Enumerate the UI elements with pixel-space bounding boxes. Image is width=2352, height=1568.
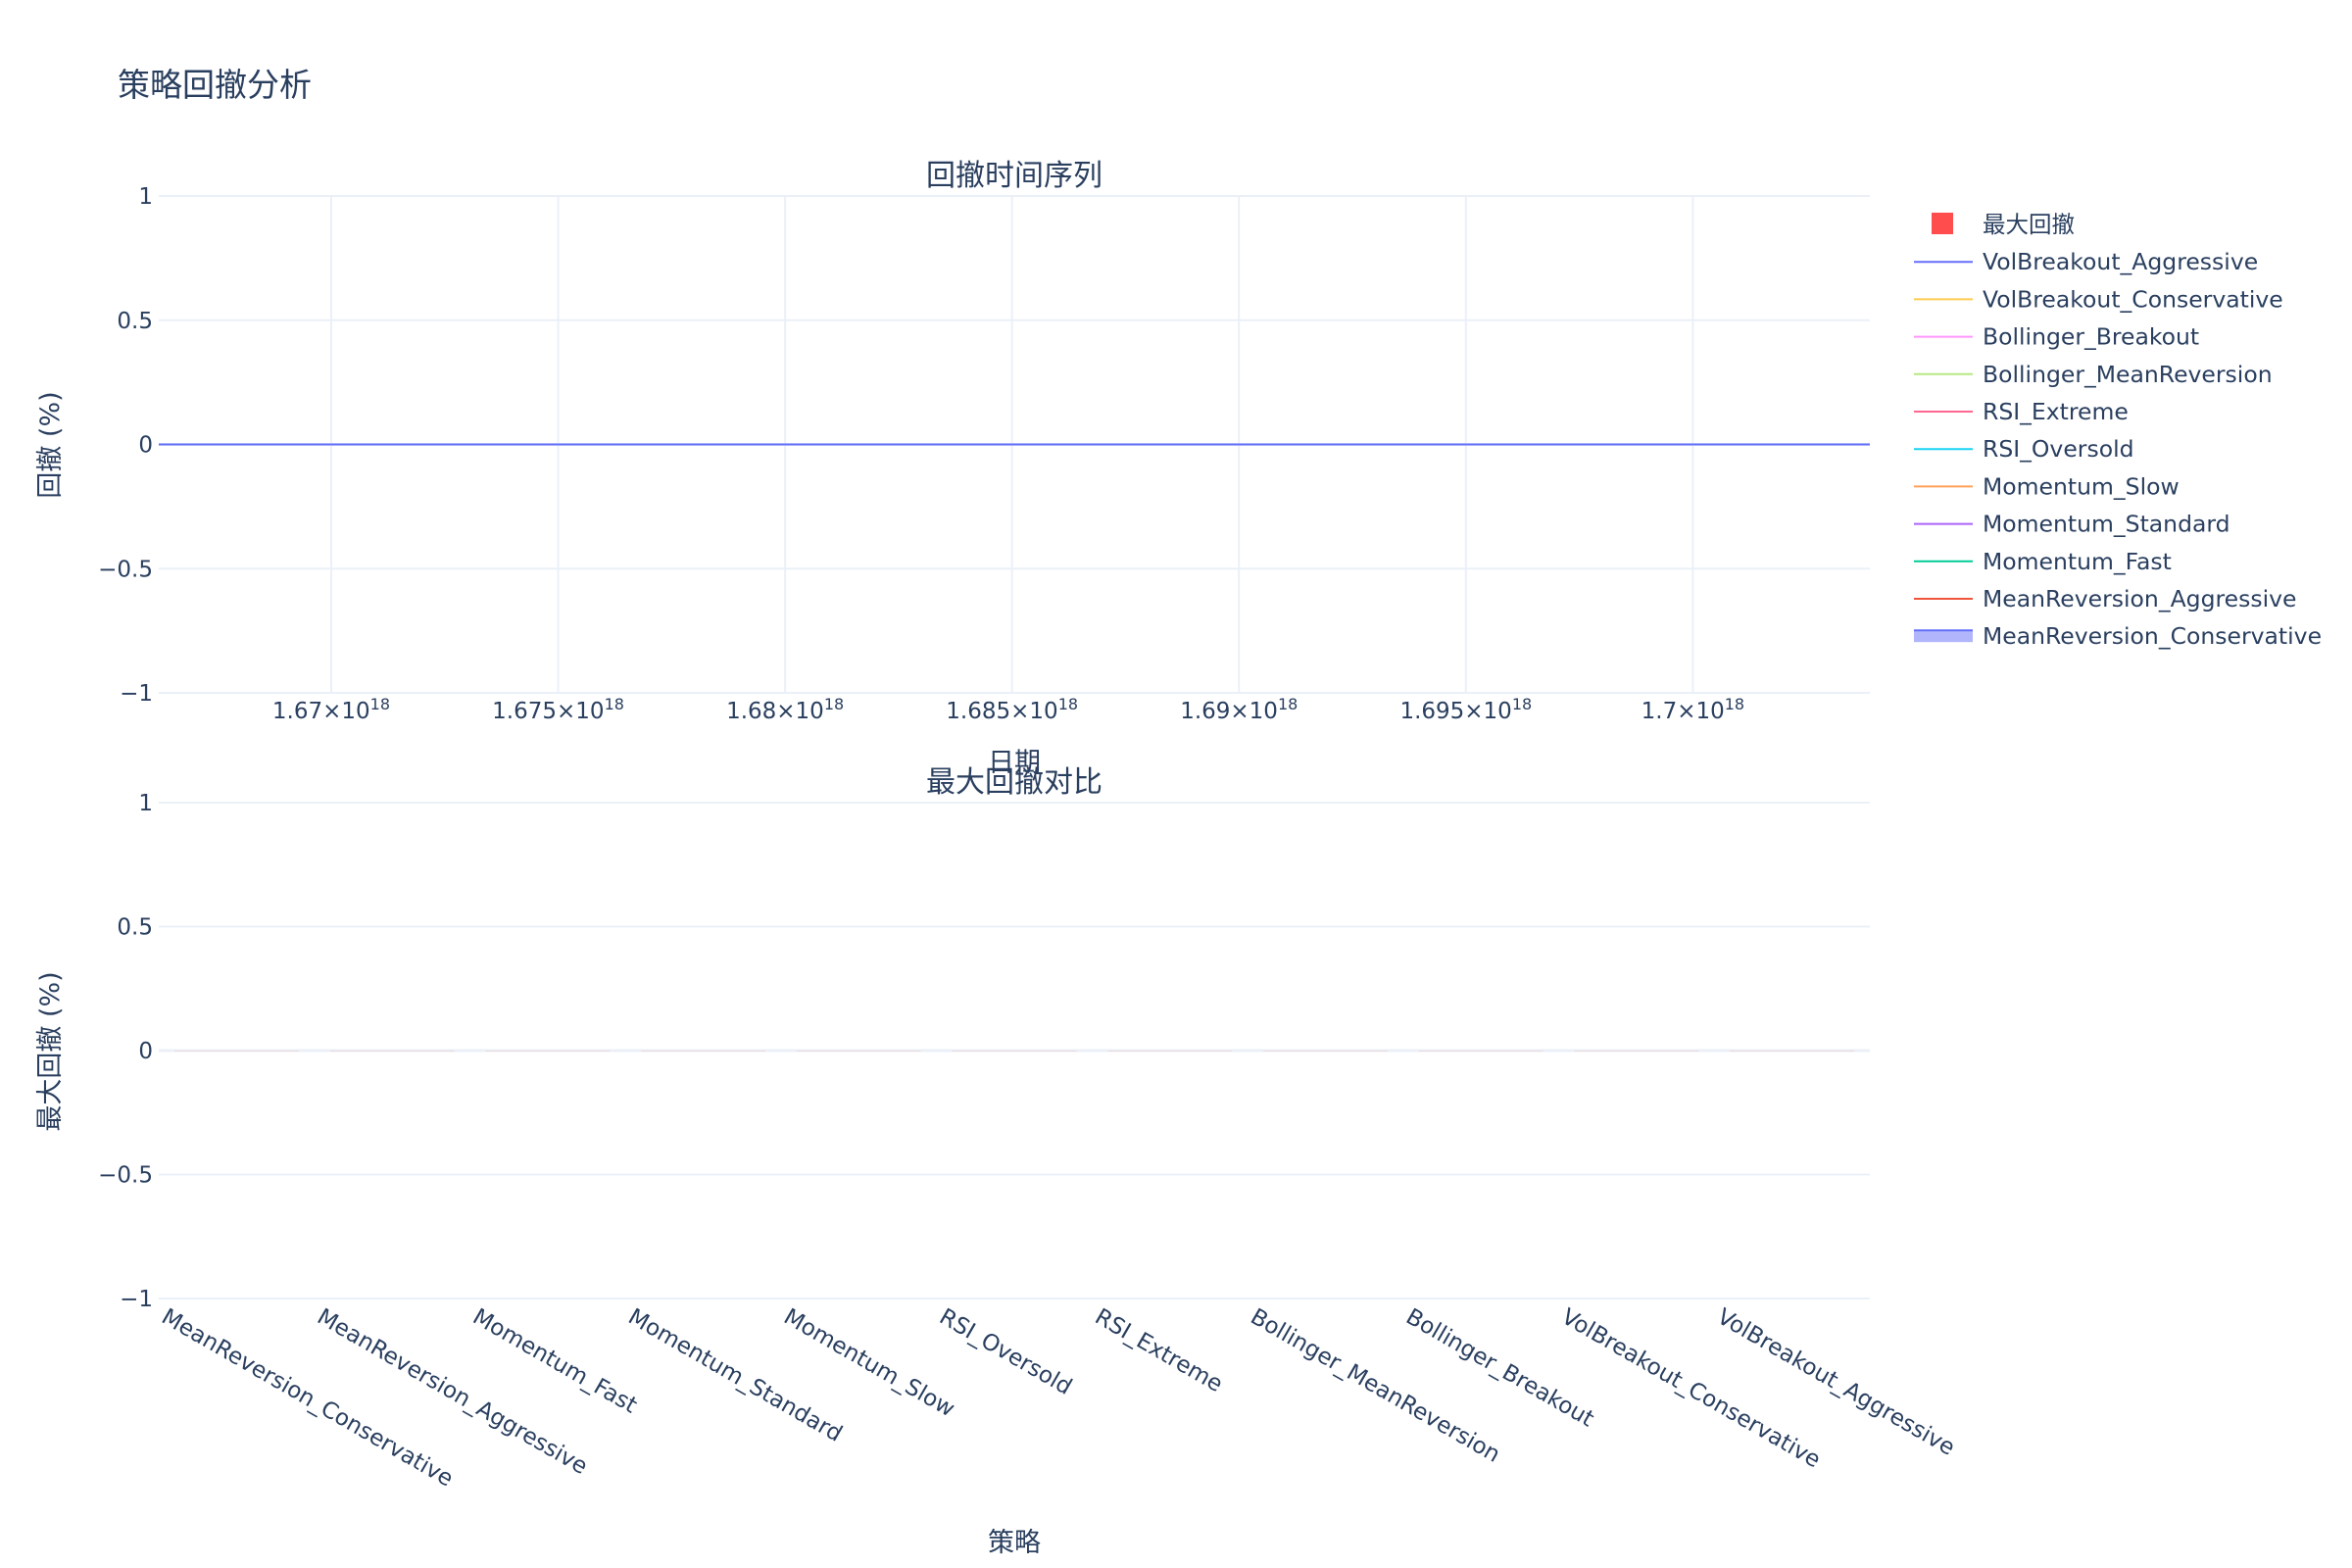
legend-item-VolBreakout_Aggressive[interactable]: VolBreakout_Aggressive <box>1914 248 2258 275</box>
bar-RSI_Extreme[interactable] <box>1107 1051 1233 1052</box>
legend-item-RSI_Oversold[interactable]: RSI_Oversold <box>1914 435 2134 463</box>
bottom-x-tick-label: VolBreakout_Conservative <box>1557 1304 1825 1474</box>
bar-Bollinger_Breakout[interactable] <box>1418 1051 1544 1052</box>
bottom-subplot-title: 最大回撤对比 <box>926 765 1102 800</box>
top-y-tick-label: −0.5 <box>98 557 153 582</box>
bottom-subplot: 1 0.5 0 −0.5 −1 MeanReversion_ConservativeMe… <box>35 765 1959 1558</box>
top-x-tick-label: 1.68×1018 <box>726 695 844 724</box>
bar-Bollinger_MeanReversion[interactable] <box>1262 1051 1388 1052</box>
bottom-y-tick-label: 1 <box>138 791 153 816</box>
legend-swatch <box>1914 630 1973 643</box>
legend-item-MeanReversion_Aggressive[interactable]: MeanReversion_Aggressive <box>1914 585 2296 612</box>
bar-MeanReversion_Conservative[interactable] <box>173 1051 299 1052</box>
legend-label: Bollinger_MeanReversion <box>1983 361 2273 388</box>
legend-item-Bollinger_Breakout[interactable]: Bollinger_Breakout <box>1914 323 2199 351</box>
top-x-axis-title: 日期 <box>988 748 1041 778</box>
bar-VolBreakout_Conservative[interactable] <box>1574 1051 1699 1052</box>
legend-item-VolBreakout_Conservative[interactable]: VolBreakout_Conservative <box>1914 285 2283 313</box>
bar-Momentum_Standard[interactable] <box>641 1051 766 1052</box>
top-x-tick-label: 1.67×1018 <box>272 695 390 724</box>
legend-label: RSI_Oversold <box>1983 435 2134 463</box>
legend-label: Momentum_Standard <box>1983 511 2230 538</box>
legend-swatch <box>1932 213 1953 234</box>
legend-label: Bollinger_Breakout <box>1983 323 2199 351</box>
legend-label: RSI_Extreme <box>1983 398 2129 425</box>
top-x-tick-label: 1.695×1018 <box>1399 695 1532 724</box>
bar-RSI_Oversold[interactable] <box>952 1051 1077 1052</box>
top-y-tick-label: 1 <box>138 184 153 210</box>
top-x-tick-label: 1.675×1018 <box>492 695 624 724</box>
bottom-x-tick-labels: MeanReversion_ConservativeMeanReversion_… <box>157 1304 1959 1493</box>
top-y-tick-labels: 1 0.5 0 −0.5 −1 <box>98 184 153 707</box>
top-y-tick-label: −1 <box>120 681 153 707</box>
bottom-x-tick-label: VolBreakout_Aggressive <box>1713 1304 1959 1461</box>
bottom-y-tick-label: 0 <box>138 1039 153 1064</box>
top-x-tick-label: 1.69×1018 <box>1180 695 1298 724</box>
bottom-bars <box>173 1051 1855 1052</box>
top-subplot: 1 0.5 0 −0.5 −1 1.67×1018 1.675×1018 1.68×1018… <box>35 159 1870 778</box>
top-x-tick-labels: 1.67×1018 1.675×1018 1.68×1018 1.685×1018 1.… <box>272 695 1744 724</box>
bottom-y-tick-labels: 1 0.5 0 −0.5 −1 <box>98 791 153 1312</box>
bottom-y-axis-title: 最大回撤 (%) <box>35 971 66 1131</box>
legend[interactable]: 最大回撤 VolBreakout_Aggressive VolBreakout_Co… <box>1914 211 2322 650</box>
legend-label: Momentum_Fast <box>1983 548 2172 575</box>
bar-Momentum_Fast[interactable] <box>485 1051 611 1052</box>
legend-item-Bollinger_MeanReversion[interactable]: Bollinger_MeanReversion <box>1914 361 2273 388</box>
top-x-tick-label: 1.685×1018 <box>946 695 1078 724</box>
bottom-x-tick-label: RSI_Extreme <box>1091 1304 1227 1397</box>
legend-item-MeanReversion_Conservative[interactable]: MeanReversion_Conservative <box>1914 622 2322 650</box>
bottom-x-tick-label: MeanReversion_Aggressive <box>313 1304 592 1480</box>
top-subplot-title: 回撤时间序列 <box>926 159 1102 193</box>
bottom-x-tick-label: RSI_Oversold <box>935 1304 1076 1400</box>
bottom-y-tick-label: −1 <box>120 1287 153 1312</box>
bottom-x-tick-label: MeanReversion_Conservative <box>157 1304 457 1493</box>
bar-MeanReversion_Aggressive[interactable] <box>329 1051 455 1052</box>
top-x-tick-label: 1.7×1018 <box>1642 695 1744 724</box>
top-y-axis-title: 回撤 (%) <box>35 391 66 498</box>
legend-item-Momentum_Standard[interactable]: Momentum_Standard <box>1914 511 2230 538</box>
bottom-x-axis-title: 策略 <box>988 1528 1041 1558</box>
top-y-tick-label: 0.5 <box>117 309 153 334</box>
bar-VolBreakout_Aggressive[interactable] <box>1730 1051 1855 1052</box>
bottom-x-tick-label: Bollinger_MeanReversion <box>1246 1304 1504 1468</box>
bottom-y-tick-label: 0.5 <box>117 915 153 941</box>
legend-label: MeanReversion_Aggressive <box>1983 585 2296 612</box>
legend-label: MeanReversion_Conservative <box>1983 622 2322 650</box>
bottom-gridlines <box>159 802 1870 1299</box>
bar-Momentum_Slow[interactable] <box>796 1051 921 1052</box>
legend-label: 最大回撤 <box>1983 211 2075 238</box>
figure-title: 策略回撤分析 <box>118 66 312 104</box>
legend-label: VolBreakout_Conservative <box>1983 285 2283 313</box>
legend-item-最大回撤[interactable]: 最大回撤 <box>1932 211 2075 238</box>
legend-item-Momentum_Fast[interactable]: Momentum_Fast <box>1914 548 2172 575</box>
legend-item-RSI_Extreme[interactable]: RSI_Extreme <box>1914 398 2129 425</box>
legend-item-Momentum_Slow[interactable]: Momentum_Slow <box>1914 472 2180 500</box>
legend-label: VolBreakout_Aggressive <box>1983 248 2258 275</box>
legend-label: Momentum_Slow <box>1983 472 2180 500</box>
bottom-y-tick-label: −0.5 <box>98 1163 153 1189</box>
top-y-tick-label: 0 <box>138 433 153 459</box>
